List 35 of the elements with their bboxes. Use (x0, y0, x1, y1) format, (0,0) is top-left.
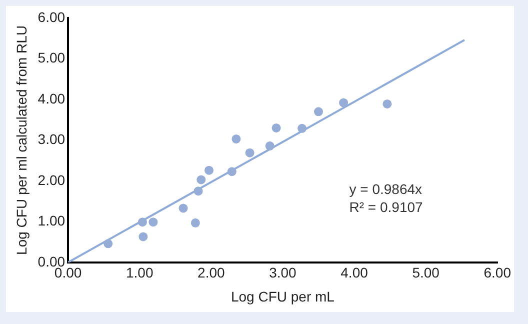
x-tick-label: 2.00 (198, 264, 225, 281)
y-axis-title: Log CFU per ml calculated from RLU (13, 25, 30, 255)
point (148, 218, 158, 227)
x-tick-label: 3.00 (269, 264, 297, 281)
y-tick-label: 2.00 (38, 172, 66, 188)
point (196, 175, 206, 184)
y-tick-label: 1.00 (38, 212, 66, 229)
point (104, 239, 113, 248)
point (138, 232, 148, 242)
point (339, 98, 348, 108)
point (194, 186, 203, 196)
point (138, 218, 147, 227)
annotation: y = 0.9864x (349, 180, 422, 197)
x-tick-label: 6.00 (484, 264, 512, 281)
x-tick-label: 4.00 (340, 264, 368, 281)
point (178, 204, 188, 213)
y-tick-label: 6.00 (38, 8, 66, 25)
point (227, 167, 236, 176)
point (204, 166, 214, 175)
point (232, 134, 241, 144)
y-tick-label: 4.00 (38, 90, 66, 106)
point (245, 148, 254, 158)
y-tick-label: 5.00 (38, 50, 66, 66)
annotation: R² = 0.9107 (349, 198, 424, 215)
x-tick-label: 5.00 (412, 264, 440, 281)
y-tick-label: 3.00 (38, 131, 66, 148)
x-axis-title: Log CFU per mL (230, 288, 335, 304)
point (382, 99, 392, 108)
point (298, 124, 307, 133)
point (272, 123, 281, 132)
y-tick-label: 0.00 (38, 253, 66, 270)
x-tick-label: 1.00 (126, 264, 154, 281)
point (190, 218, 200, 228)
point (265, 141, 274, 150)
point (314, 107, 323, 116)
